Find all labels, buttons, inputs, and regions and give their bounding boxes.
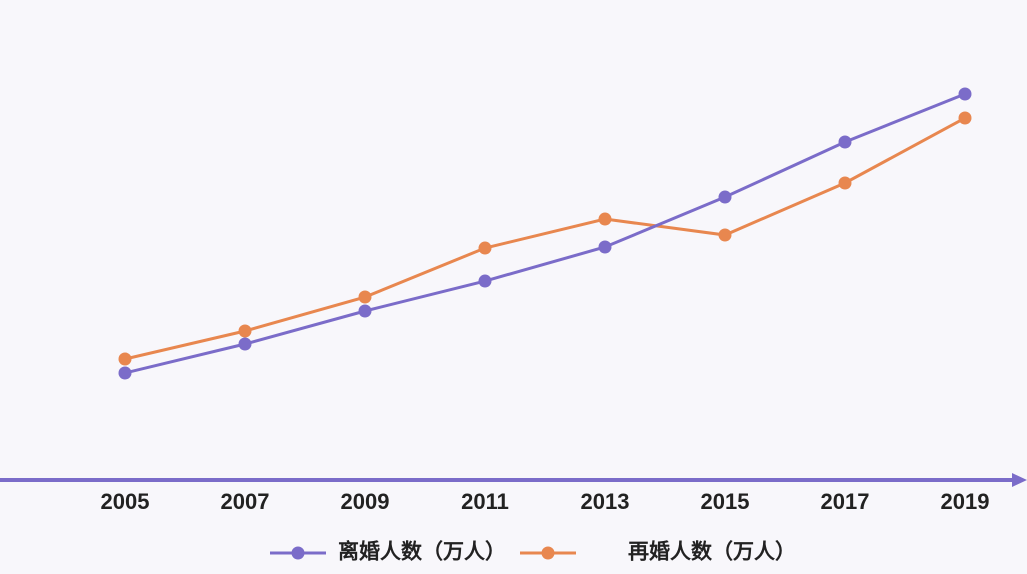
data-point [598,212,612,226]
x-tick-label: 2005 [101,489,150,514]
legend-label: 再婚人数（万人） [628,540,796,564]
series-line [124,116,966,361]
data-point [838,176,852,190]
x-tick-label: 2009 [341,489,390,514]
x-tick-label: 2011 [461,489,509,514]
x-tick-label: 2015 [701,489,750,514]
data-point [838,135,852,149]
series-line [124,92,966,375]
x-tick-label: 2013 [581,489,630,514]
data-point [478,241,492,255]
data-point [958,87,972,101]
data-point [118,366,132,380]
legend-label: 离婚人数（万人） [338,540,506,564]
data-point [958,111,972,125]
data-point [358,290,372,304]
data-point [238,337,252,351]
legend-marker [291,546,305,560]
x-tick-label: 2019 [941,489,990,514]
data-point [358,304,372,318]
data-point [598,240,612,254]
x-tick-label: 2007 [221,489,270,514]
data-point [478,274,492,288]
data-point [718,228,732,242]
x-tick-label: 2017 [821,489,870,514]
data-point [238,324,252,338]
legend-marker [541,546,555,560]
x-axis-arrow [1012,473,1027,487]
data-point [118,352,132,366]
data-point [718,190,732,204]
